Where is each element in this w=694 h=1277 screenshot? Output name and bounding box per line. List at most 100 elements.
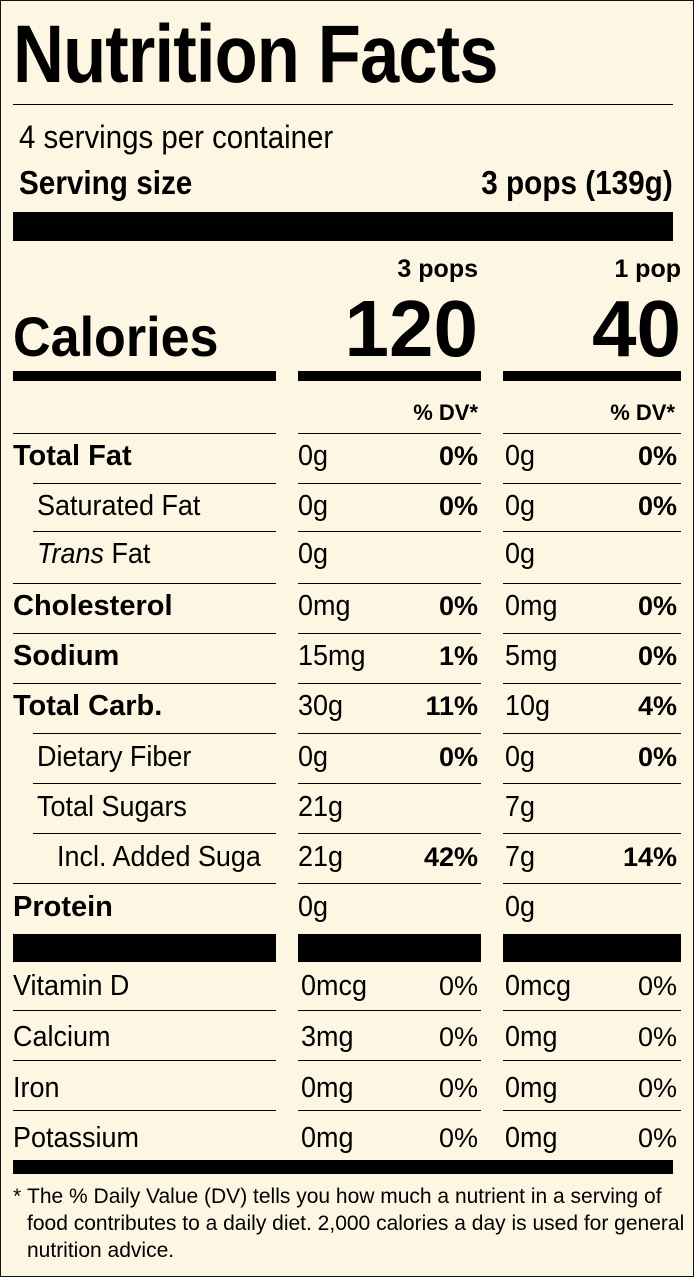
nutrient-name: Saturated Fat: [37, 490, 201, 522]
footnote-text: The % Daily Value (DV) tells you how muc…: [27, 1185, 685, 1262]
row-separator: [503, 1060, 681, 1061]
vitamin-dv-col2: 0%: [637, 1022, 677, 1052]
row-separator: [298, 783, 481, 784]
amount-col2: 10g: [505, 690, 551, 722]
thick-divider-col2: [503, 934, 681, 962]
dv-col1: 1%: [438, 641, 478, 671]
row-separator: [298, 531, 481, 532]
serving-size-value: 3 pops (139g): [481, 164, 673, 201]
servings-per-container: 4 servings per container: [19, 119, 334, 155]
vitamin-amount-col1: 0mg: [301, 1122, 354, 1154]
row-separator: [298, 833, 481, 834]
dv-col1: 0%: [438, 441, 478, 471]
amount-col1: 0g: [298, 538, 329, 570]
amount-col2: 0g: [505, 490, 536, 522]
amount-col2: 5mg: [505, 640, 558, 672]
row-separator: [298, 683, 481, 684]
nutrient-name: Cholesterol: [13, 590, 173, 622]
title-rule: [13, 104, 673, 105]
vitamin-amount-col2: 0mg: [505, 1021, 558, 1053]
calories-value-2: 40: [592, 284, 681, 373]
dv-col2: 0%: [637, 491, 677, 521]
vitamin-amount-col1: 3mg: [301, 1021, 354, 1053]
row-separator: [13, 1110, 276, 1111]
amount-col2: 0g: [505, 741, 536, 773]
dv-col1: 0%: [438, 742, 478, 772]
nutrient-name: Sodium: [13, 640, 120, 672]
calories-bar-col1: [298, 371, 481, 381]
row-separator: [13, 583, 276, 584]
amount-col1: 0g: [298, 891, 329, 923]
dv-col1: 0%: [438, 491, 478, 521]
nutrient-name: Total Sugars: [37, 791, 187, 823]
panel-title: Nutrition Facts: [13, 9, 499, 100]
row-separator: [503, 1010, 681, 1011]
amount-col2: 0g: [505, 538, 536, 570]
row-separator: [33, 833, 276, 834]
thick-divider-col1: [298, 934, 481, 962]
vitamin-name: Calcium: [13, 1021, 111, 1053]
row-separator: [33, 783, 276, 784]
vitamin-dv-col1: 0%: [438, 1022, 478, 1052]
amount-col1: 30g: [298, 690, 344, 722]
vitamin-dv-col2: 0%: [637, 1073, 677, 1103]
row-separator: [33, 483, 276, 484]
amount-col1: 0g: [298, 490, 329, 522]
footnote-asterisk: *: [13, 1185, 22, 1208]
amount-col1: 0g: [298, 440, 329, 472]
row-separator: [13, 683, 276, 684]
dv-col2: 14%: [622, 842, 677, 872]
row-separator: [298, 1010, 481, 1011]
row-separator: [298, 633, 481, 634]
nutrient-name: Total Carb.: [13, 690, 163, 722]
calories-label: Calories: [13, 305, 219, 368]
amount-col2: 0g: [505, 891, 536, 923]
row-separator: [298, 1060, 481, 1061]
row-separator: [503, 583, 681, 584]
row-separator: [503, 531, 681, 532]
thick-divider-left: [13, 934, 276, 962]
nutrient-name-rest: Fat: [103, 538, 151, 570]
serving-size-label: Serving size: [19, 164, 193, 201]
vitamin-amount-col2: 0mcg: [505, 970, 571, 1002]
nutrient-name: Dietary Fiber: [37, 741, 192, 773]
vitamin-amount-col1: 0mg: [301, 1072, 354, 1104]
row-separator: [503, 633, 681, 634]
row-separator: [298, 483, 481, 484]
calories-bar-col2: [503, 371, 681, 381]
row-separator: [298, 1110, 481, 1111]
row-separator: [503, 683, 681, 684]
calories-value-1: 120: [344, 284, 478, 373]
nutrient-name: Incl. Added Sugars: [57, 841, 262, 873]
amount-col2: 0mg: [505, 590, 558, 622]
row-separator: [298, 583, 481, 584]
row-separator: [503, 883, 681, 884]
vitamin-dv-col2: 0%: [637, 1123, 677, 1153]
amount-col1: 21g: [298, 841, 344, 873]
dv-col2: 0%: [637, 641, 677, 671]
row-separator: [13, 633, 276, 634]
amount-col1: 15mg: [298, 640, 366, 672]
nutrient-name: Trans Fat: [37, 536, 150, 572]
dv-header-1: % DV*: [413, 400, 478, 425]
row-separator: [503, 1110, 681, 1111]
dv-col1: 11%: [425, 691, 478, 721]
row-separator: [298, 433, 481, 434]
vitamin-dv-col1: 0%: [438, 1123, 478, 1153]
dv-header-2: % DV*: [610, 400, 675, 425]
column-header-1: 3 pops: [397, 255, 478, 283]
dv-col2: 4%: [637, 691, 677, 721]
dv-col2: 0%: [637, 441, 677, 471]
vitamin-dv-col2: 0%: [637, 971, 677, 1001]
daily-value-footnote: * The % Daily Value (DV) tells you how m…: [13, 1183, 693, 1264]
vitamin-name: Vitamin D: [13, 970, 130, 1002]
row-separator: [298, 883, 481, 884]
vitamin-dv-col1: 0%: [438, 1073, 478, 1103]
row-separator: [503, 483, 681, 484]
row-separator: [13, 883, 276, 884]
calories-bar-left: [13, 371, 276, 381]
amount-col1: 0mg: [298, 590, 351, 622]
amount-col2: 7g: [505, 841, 536, 873]
row-separator: [503, 433, 681, 434]
